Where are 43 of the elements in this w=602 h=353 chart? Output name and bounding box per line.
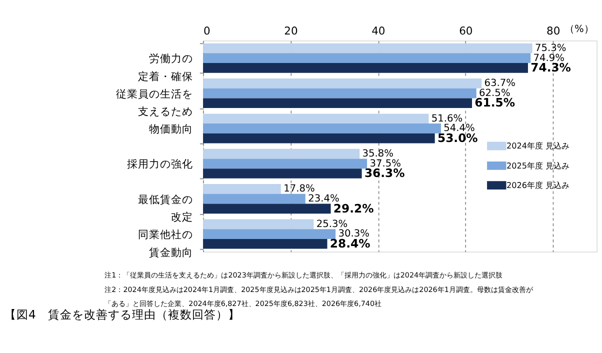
y-tick-label: 最低賃金の改定 [138,192,193,224]
x-tick-label: 60 [459,24,473,38]
data-label: 63.7% [484,78,516,90]
bar [203,184,281,194]
bar [203,204,331,214]
bar [203,168,362,178]
bar [203,63,528,73]
bar [203,229,336,239]
bar [203,133,435,144]
x-tick-label: 20 [284,24,298,38]
bar [203,78,482,88]
text: 【図4 賃金を改善する理由（複数回答）】 [4,308,240,322]
data-label: 35.8% [362,148,394,160]
bar [203,238,328,249]
bar [203,88,476,98]
bar [203,43,532,54]
data-label: 51.6% [431,113,463,124]
bar [203,219,314,230]
legend-label: 2025年度 見込み [506,161,570,170]
x-axis-title: （%） [564,24,594,36]
data-label: 25.3% [316,218,348,230]
y-tick-label: 労働力の定着・確保 [138,52,193,84]
x-tick-label: 80 [546,24,560,38]
legend-label: 2024年度 見込み [506,142,570,151]
x-tick-label: 40 [372,24,386,38]
bar [203,158,368,169]
data-label: 75.3% [535,42,566,54]
y-tick-label: 採用力の強化 [126,158,193,171]
bar [203,53,531,64]
bar [203,114,429,124]
text: 注1：「従業員の生活を支えるため」は2023年調査から新設した選択肢、「採用力の強化」は2024年調査から新設した選択肢 [104,270,503,280]
bar [203,124,441,134]
y-tick-label: 同業他社の賃金動向 [138,228,193,259]
text: 注2：2024年度見込みは2024年1月調査、2025年度見込みは2025年1月調査、2026年度見込みは2026年1月調査。母数は賃金改善が [104,284,534,294]
data-label: 17.8% [284,184,315,195]
bar [203,194,306,204]
bar [203,148,360,159]
y-tick-label: 従業員の生活を支えるため [116,87,193,118]
y-tick-label: 物価動向 [148,122,193,136]
legend-label: 2026年度 見込み [506,181,570,190]
text: 「ある」と回答した企業、2024年度6,827社、2025年度6,823社、2026年度6,740社 [104,299,382,308]
x-tick-label: 0 [204,24,210,38]
bar [203,98,472,108]
